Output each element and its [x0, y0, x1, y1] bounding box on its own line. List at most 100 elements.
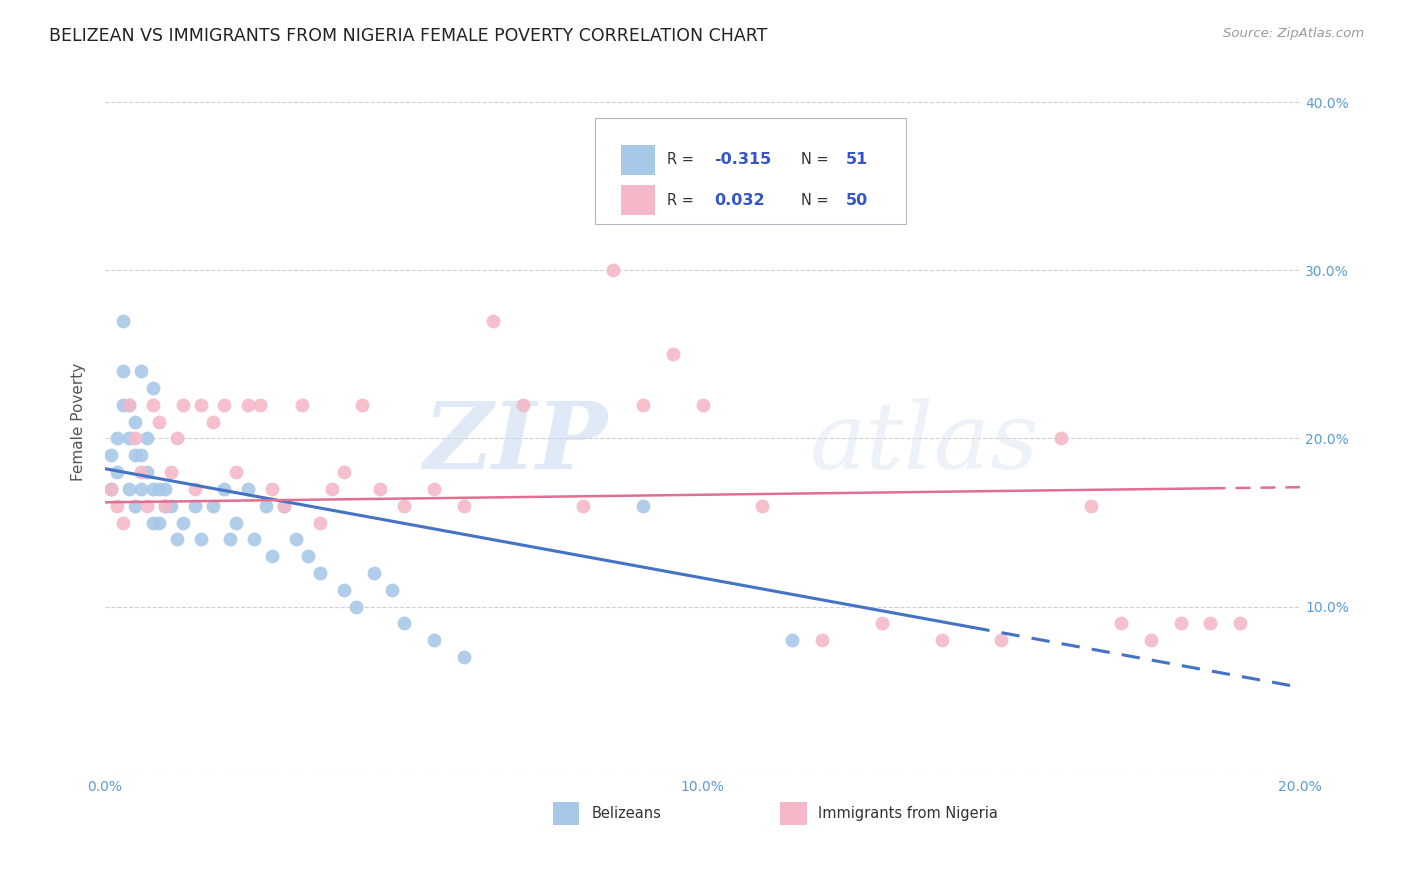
Point: [602, 263, 624, 277]
Point: [273, 499, 295, 513]
Point: [422, 633, 444, 648]
Point: [392, 499, 415, 513]
Point: [238, 398, 260, 412]
Point: [990, 633, 1012, 648]
FancyBboxPatch shape: [621, 186, 655, 215]
Point: [172, 516, 194, 530]
Point: [159, 499, 181, 513]
Text: BELIZEAN VS IMMIGRANTS FROM NIGERIA FEMALE POVERTY CORRELATION CHART: BELIZEAN VS IMMIGRANTS FROM NIGERIA FEMA…: [49, 27, 768, 45]
Point: [118, 398, 141, 412]
Point: [142, 398, 165, 412]
Point: [321, 482, 343, 496]
Point: [309, 516, 332, 530]
Point: [153, 499, 176, 513]
Point: [159, 465, 181, 479]
Point: [201, 499, 224, 513]
Point: [190, 398, 212, 412]
Point: [214, 398, 236, 412]
Point: [453, 650, 475, 665]
Point: [333, 465, 356, 479]
Point: [124, 499, 146, 513]
Point: [249, 398, 271, 412]
Point: [1080, 499, 1102, 513]
FancyBboxPatch shape: [621, 145, 655, 175]
Point: [135, 499, 157, 513]
Point: [142, 482, 165, 496]
Point: [129, 465, 152, 479]
Point: [111, 364, 134, 378]
Point: [482, 314, 505, 328]
Point: [381, 582, 404, 597]
FancyBboxPatch shape: [553, 802, 579, 825]
Point: [214, 482, 236, 496]
Point: [661, 347, 683, 361]
Point: [105, 432, 128, 446]
Text: Source: ZipAtlas.com: Source: ZipAtlas.com: [1223, 27, 1364, 40]
Text: 50: 50: [846, 193, 868, 208]
Point: [931, 633, 953, 648]
Point: [692, 398, 714, 412]
Point: [512, 398, 534, 412]
Point: [751, 499, 773, 513]
Point: [1109, 616, 1132, 631]
Point: [124, 432, 146, 446]
Point: [363, 566, 385, 580]
Point: [225, 465, 247, 479]
Text: R =: R =: [666, 193, 699, 208]
Point: [183, 482, 205, 496]
Point: [631, 398, 654, 412]
Point: [111, 516, 134, 530]
Text: Belizeans: Belizeans: [592, 806, 661, 821]
Point: [142, 381, 165, 395]
Point: [190, 533, 212, 547]
Point: [291, 398, 314, 412]
Text: N =: N =: [800, 153, 832, 168]
Point: [172, 398, 194, 412]
Point: [124, 448, 146, 462]
Point: [201, 415, 224, 429]
Point: [273, 499, 295, 513]
Point: [870, 616, 893, 631]
Point: [153, 482, 176, 496]
Point: [135, 465, 157, 479]
Point: [129, 448, 152, 462]
Point: [100, 482, 122, 496]
Point: [243, 533, 266, 547]
Text: R =: R =: [666, 153, 699, 168]
Point: [453, 499, 475, 513]
Point: [254, 499, 277, 513]
Point: [262, 549, 284, 563]
Point: [225, 516, 247, 530]
Point: [368, 482, 391, 496]
Point: [1229, 616, 1251, 631]
Point: [262, 482, 284, 496]
Point: [129, 364, 152, 378]
Point: [129, 482, 152, 496]
Text: atlas: atlas: [810, 398, 1039, 488]
Point: [350, 398, 373, 412]
Point: [285, 533, 308, 547]
Point: [118, 432, 141, 446]
Point: [153, 499, 176, 513]
Point: [142, 516, 165, 530]
Point: [118, 482, 141, 496]
Point: [238, 482, 260, 496]
Point: [135, 432, 157, 446]
Point: [148, 516, 170, 530]
Point: [166, 432, 188, 446]
Text: ZIP: ZIP: [423, 398, 607, 488]
Point: [422, 482, 444, 496]
Point: [1050, 432, 1073, 446]
FancyBboxPatch shape: [780, 802, 807, 825]
Point: [1199, 616, 1222, 631]
Point: [105, 465, 128, 479]
Point: [148, 415, 170, 429]
FancyBboxPatch shape: [595, 118, 905, 224]
Point: [124, 415, 146, 429]
Point: [780, 633, 803, 648]
Point: [118, 398, 141, 412]
Y-axis label: Female Poverty: Female Poverty: [72, 362, 86, 481]
Point: [344, 599, 367, 614]
Point: [572, 499, 595, 513]
Point: [1139, 633, 1161, 648]
